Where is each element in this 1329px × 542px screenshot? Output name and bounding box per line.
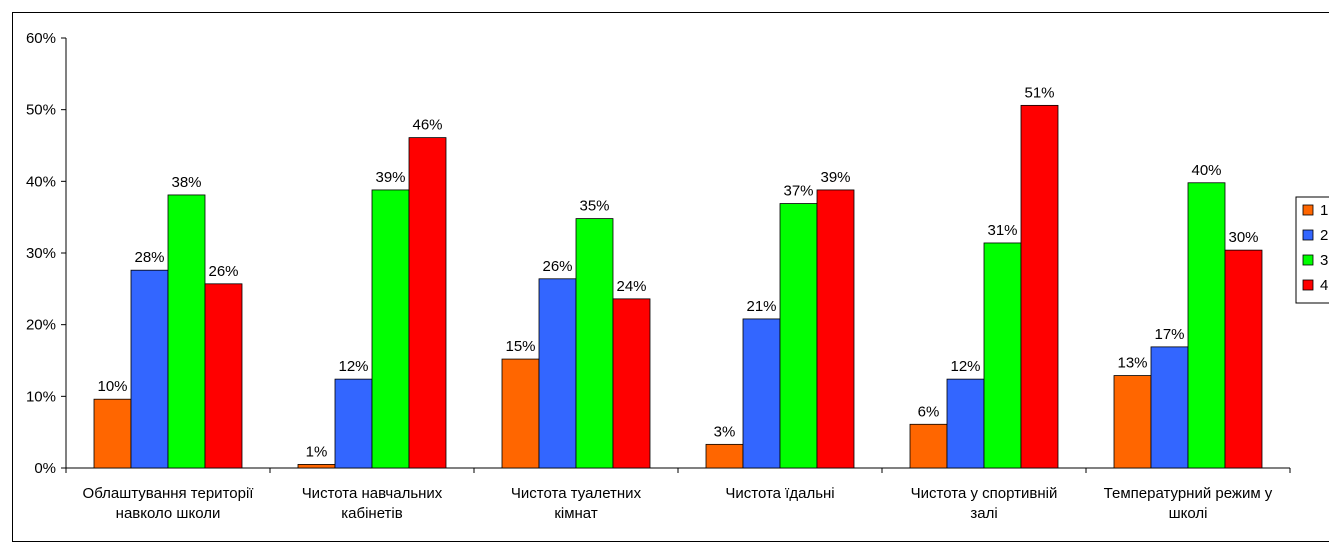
data-label: 26% (542, 258, 572, 275)
y-tick-label: 20% (26, 317, 56, 334)
data-label: 21% (746, 298, 776, 315)
y-tick-label: 0% (34, 460, 56, 477)
legend-label: 4 (1320, 277, 1328, 294)
bar (501, 358, 540, 469)
bar (1113, 375, 1152, 469)
legend-swatch (1302, 204, 1314, 216)
bar (575, 218, 614, 469)
legend-swatch (1302, 254, 1314, 266)
data-label: 51% (1024, 84, 1054, 101)
y-tick-label: 10% (26, 388, 56, 405)
legend-swatch (1302, 279, 1314, 291)
bar (1150, 346, 1189, 469)
bar (1020, 104, 1059, 469)
x-category-label: залі (970, 505, 997, 522)
bar (93, 398, 132, 469)
data-label: 13% (1117, 355, 1147, 372)
data-label: 10% (97, 378, 127, 395)
bar (612, 298, 651, 469)
x-category-label: Облаштування території (83, 485, 255, 502)
bar (983, 242, 1022, 469)
data-label: 38% (171, 174, 201, 191)
bar (1224, 249, 1263, 469)
data-label: 30% (1228, 229, 1258, 246)
data-label: 15% (505, 338, 535, 355)
x-category-label: Температурний режим у (1104, 485, 1273, 502)
data-label: 40% (1191, 162, 1221, 179)
bar (130, 269, 169, 469)
y-tick-label: 30% (26, 245, 56, 262)
data-label: 26% (208, 263, 238, 280)
bar (816, 189, 855, 469)
x-category-label: Чистота їдальні (725, 485, 834, 502)
bar (297, 464, 336, 469)
bar (909, 423, 948, 469)
bar (779, 203, 818, 469)
bar (742, 318, 781, 469)
y-tick-label: 60% (26, 30, 56, 47)
data-label: 17% (1154, 326, 1184, 343)
legend-swatch (1302, 229, 1314, 241)
data-label: 6% (918, 403, 940, 420)
bar (167, 194, 206, 469)
bar (204, 283, 243, 469)
data-label: 35% (579, 198, 609, 215)
data-label: 46% (412, 117, 442, 134)
y-tick-label: 50% (26, 102, 56, 119)
legend-label: 3 (1320, 252, 1328, 269)
data-label: 24% (616, 278, 646, 295)
bar (1187, 182, 1226, 469)
x-category-label: кабінетів (341, 505, 402, 522)
x-category-label: кімнат (554, 505, 598, 522)
data-label: 12% (950, 358, 980, 375)
legend-label: 2 (1320, 227, 1328, 244)
data-label: 39% (375, 169, 405, 186)
bar (334, 378, 373, 469)
x-category-label: Чистота туалетних (511, 485, 642, 502)
data-label: 37% (783, 183, 813, 200)
data-label: 39% (820, 169, 850, 186)
x-category-label: Чистота навчальних (302, 485, 443, 502)
data-label: 31% (987, 222, 1017, 239)
data-label: 3% (714, 423, 736, 440)
x-category-label: Чистота у спортивній (911, 485, 1058, 502)
data-label: 28% (134, 249, 164, 266)
bar (946, 378, 985, 469)
data-label: 12% (338, 358, 368, 375)
bar (408, 137, 447, 469)
y-tick-label: 40% (26, 173, 56, 190)
bar (538, 278, 577, 469)
x-category-label: навколо школи (116, 505, 221, 522)
bar (371, 189, 410, 469)
bar (705, 443, 744, 469)
data-label: 1% (306, 443, 328, 460)
x-category-label: школі (1169, 505, 1208, 522)
legend-label: 1 (1320, 202, 1328, 219)
